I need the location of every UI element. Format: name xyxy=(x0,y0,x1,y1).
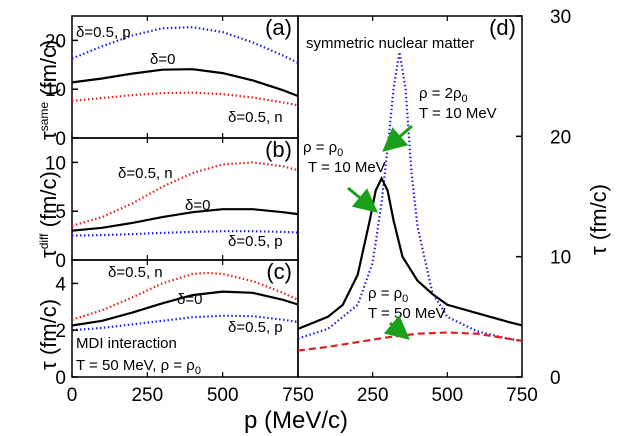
panel-3-ytick-label-2: 4 xyxy=(55,274,66,295)
panel-4-ytick-label-0: 0 xyxy=(550,368,561,389)
panel-4-ytick-label-1: 10 xyxy=(550,248,571,269)
panel-3-xtick-label-3: 750 xyxy=(282,385,314,406)
x-axis-label: p (MeV/c) xyxy=(244,407,348,434)
panel-4-ytick-label-3: 30 xyxy=(550,7,571,28)
panel-1-series-2 xyxy=(71,91,299,107)
panel-3-xtick-label-1: 250 xyxy=(131,385,163,406)
arrow-rho1 xyxy=(347,186,378,213)
panel-3-series-2 xyxy=(71,314,299,332)
panel-4-series-1 xyxy=(297,175,523,330)
panel-4-series-2 xyxy=(297,331,523,352)
panel-3-series-1 xyxy=(71,290,299,327)
panel-b-annot-n: δ=0.5, n xyxy=(118,165,173,182)
panel-4-xtick-label-3: 750 xyxy=(506,385,538,406)
panel-4-xtick-label-1: 250 xyxy=(357,385,389,406)
arrow-rho3 xyxy=(383,315,410,340)
panel-c-label: (c) xyxy=(266,259,292,284)
panel-b-annot-p: δ=0.5, p xyxy=(228,233,283,250)
panel-d-ylabel: τ (fm/c) xyxy=(586,184,611,255)
panel-c-ylabel: τ (fm/c) xyxy=(36,299,61,370)
panel-1-ytick-label-0: 0 xyxy=(55,129,66,150)
rho3-label-line2: T = 50 MeV xyxy=(368,305,446,322)
panel-d-frame xyxy=(297,15,523,378)
panel-d-title: symmetric nuclear matter xyxy=(306,35,474,52)
panel-2-series-0 xyxy=(71,161,299,227)
rho2-label-line1: ρ = 2ρ0 xyxy=(419,85,468,105)
panel-4-ytick-label-2: 20 xyxy=(550,127,571,148)
panel-3-ytick-label-1: 2 xyxy=(55,321,66,342)
panel-b-label: (b) xyxy=(265,137,292,162)
panel-d-label: (d) xyxy=(489,15,516,40)
panel-4-series-0 xyxy=(297,51,523,342)
panel-2-ytick-label-2: 10 xyxy=(45,153,66,174)
panel-b-ylabel: τdiff (fm/c) xyxy=(36,171,61,258)
panel-3-xtick-label-0: 0 xyxy=(67,385,78,406)
rho2-label-line2: T = 10 MeV xyxy=(419,105,497,122)
panel-2-series-1 xyxy=(71,208,299,232)
panel-3-xtick-label-2: 500 xyxy=(207,385,239,406)
panel-a-annot-p: δ=0.5, p xyxy=(76,24,131,41)
panel-1-ytick-label-1: 10 xyxy=(45,80,66,101)
panel-2-series-2 xyxy=(71,230,299,237)
panel-2-ytick-label-0: 0 xyxy=(55,251,66,272)
panel-a-annot-n: δ=0.5, n xyxy=(228,109,283,126)
arrow-rho2 xyxy=(382,124,413,152)
panel-b-annot-0: δ=0 xyxy=(185,197,210,214)
panel-2-ytick-label-1: 5 xyxy=(55,202,66,223)
panel-3-ytick-label-0: 0 xyxy=(55,368,66,389)
rho1-label-line1: ρ = ρ0 xyxy=(303,139,343,159)
panel-c-note-1: MDI interaction xyxy=(76,335,177,352)
panel-3-series-0 xyxy=(71,271,299,321)
panel-a-label: (a) xyxy=(265,15,292,40)
panel-a-annot-0: δ=0 xyxy=(150,51,175,68)
panel-a-ylabel: τsame (fm/c) xyxy=(36,40,61,140)
panel-c-annot-0: δ=0 xyxy=(177,291,202,308)
panel-1-series-1 xyxy=(71,68,299,98)
panel-4-xtick-label-2: 500 xyxy=(431,385,463,406)
rho1-label-line2: T = 10 MeV xyxy=(308,159,386,176)
rho3-label-line1: ρ = ρ0 xyxy=(368,285,408,305)
panel-1-ytick-label-2: 20 xyxy=(45,31,66,52)
panel-c-annot-p: δ=0.5, p xyxy=(228,319,283,336)
panel-c-annot-n: δ=0.5, n xyxy=(108,264,163,281)
panel-c-note-2: T = 50 MeV, ρ = ρ0 xyxy=(76,357,201,377)
